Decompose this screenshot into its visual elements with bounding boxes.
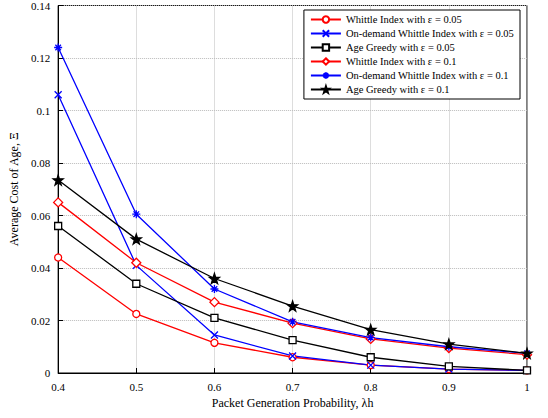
svg-text:Age Greedy with ε = 0.05: Age Greedy with ε = 0.05: [346, 42, 455, 53]
svg-text:0.8: 0.8: [364, 381, 378, 393]
svg-text:Age Greedy with ε = 0.1: Age Greedy with ε = 0.1: [346, 84, 450, 95]
svg-text:On-demand Whittle Index with ε: On-demand Whittle Index with ε = 0.05: [346, 28, 514, 39]
svg-text:0.7: 0.7: [286, 381, 300, 393]
svg-text:0.9: 0.9: [442, 381, 456, 393]
svg-text:0.04: 0.04: [31, 262, 51, 274]
svg-text:0.14: 0.14: [31, 0, 51, 12]
svg-text:1: 1: [524, 381, 530, 393]
svg-text:On-demand Whittle Index with ε: On-demand Whittle Index with ε = 0.1: [346, 70, 509, 81]
svg-text:Whittle Index with ε = 0.05: Whittle Index with ε = 0.05: [346, 14, 462, 25]
svg-text:0.06: 0.06: [31, 210, 51, 222]
svg-text:0.02: 0.02: [31, 315, 50, 327]
svg-text:0: 0: [45, 367, 51, 379]
svg-text:Whittle Index with ε = 0.1: Whittle Index with ε = 0.1: [346, 56, 457, 67]
svg-text:0.6: 0.6: [208, 381, 222, 393]
svg-text:0.12: 0.12: [31, 52, 50, 64]
svg-text:Average Cost of Age, Ξ: Average Cost of Age, Ξ: [7, 132, 21, 246]
svg-text:0.5: 0.5: [129, 381, 143, 393]
svg-text:0.08: 0.08: [31, 157, 51, 169]
svg-text:0.4: 0.4: [51, 381, 65, 393]
svg-text:0.1: 0.1: [36, 105, 50, 117]
svg-text:Packet Generation Probability,: Packet Generation Probability, λh: [212, 396, 374, 410]
